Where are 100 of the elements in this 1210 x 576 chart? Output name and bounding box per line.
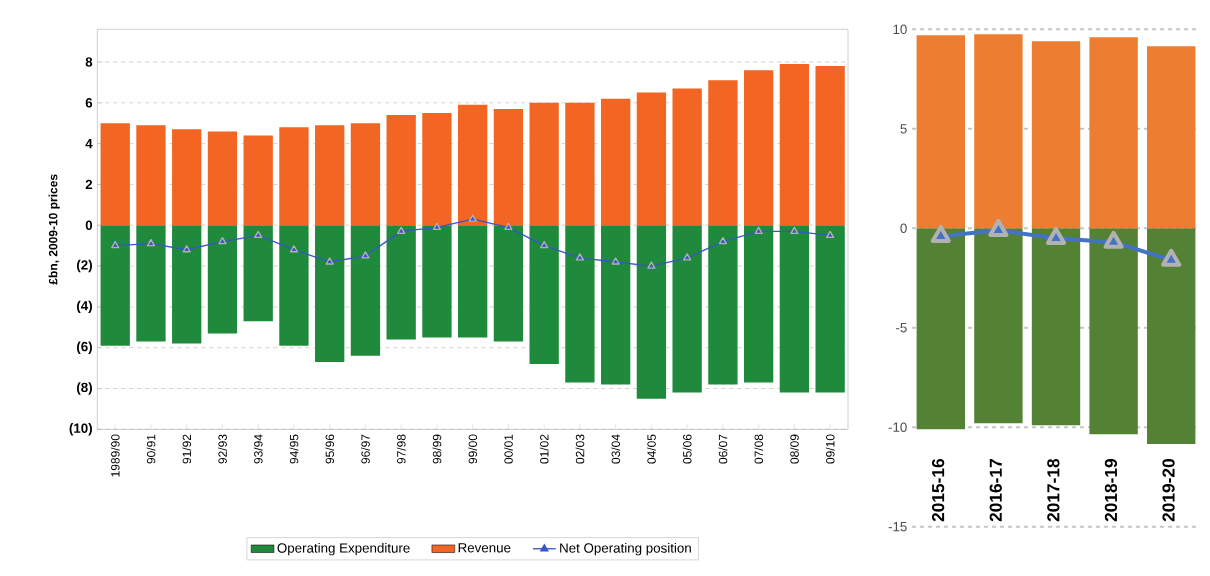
bar bbox=[708, 225, 738, 385]
y-axis-title: £bn, 2009-10 prices bbox=[48, 174, 60, 285]
bar bbox=[672, 88, 702, 226]
bar bbox=[916, 35, 965, 229]
bar bbox=[172, 129, 202, 226]
x-tick-label: 05/06 bbox=[682, 434, 692, 464]
x-tick-label: 02/03 bbox=[575, 434, 585, 464]
point bbox=[988, 218, 1009, 237]
bar bbox=[279, 225, 309, 346]
bar bbox=[743, 70, 774, 226]
x-tick-label: 92/93 bbox=[218, 434, 227, 464]
point bbox=[647, 261, 656, 269]
bar bbox=[386, 225, 416, 340]
bar bbox=[1031, 41, 1081, 229]
bar bbox=[136, 125, 166, 226]
x-tick-label: 97/98 bbox=[396, 434, 406, 464]
point bbox=[361, 251, 370, 259]
y-tick-label: (6) bbox=[77, 341, 92, 354]
point bbox=[575, 253, 585, 261]
bar bbox=[1089, 228, 1138, 435]
bar bbox=[601, 98, 631, 226]
point bbox=[826, 230, 835, 239]
legend-label: Revenue bbox=[458, 543, 511, 553]
x-tick-label: 1989/90 bbox=[110, 434, 120, 477]
x-tick-label: 90/91 bbox=[146, 434, 156, 464]
bar bbox=[422, 225, 452, 338]
bar bbox=[279, 127, 309, 226]
y-tick-label: 0 bbox=[85, 220, 93, 230]
bar bbox=[350, 123, 381, 226]
bar bbox=[350, 225, 381, 356]
bar bbox=[493, 225, 524, 342]
point bbox=[1045, 226, 1067, 245]
point bbox=[182, 245, 191, 253]
bar bbox=[743, 225, 774, 383]
y-tick-label: 4 bbox=[85, 139, 93, 149]
bar bbox=[100, 123, 130, 226]
bar bbox=[636, 92, 667, 226]
point bbox=[1103, 230, 1124, 249]
bar bbox=[1147, 46, 1196, 229]
bar bbox=[243, 135, 273, 226]
bar bbox=[974, 34, 1023, 229]
bar bbox=[815, 66, 845, 226]
point bbox=[111, 240, 120, 249]
x-tick-label: 98/99 bbox=[432, 434, 442, 464]
x-tick-label: 95/96 bbox=[325, 434, 335, 464]
bar bbox=[974, 228, 1023, 424]
point bbox=[718, 236, 728, 245]
x-tick-label: 04/05 bbox=[646, 434, 656, 464]
y-tick-label: 0 bbox=[900, 223, 907, 233]
x-tick-label: 03/04 bbox=[611, 434, 621, 464]
bar bbox=[243, 225, 273, 322]
y-tick-label: (10) bbox=[69, 423, 92, 436]
y-tick-label: 2 bbox=[85, 179, 93, 190]
legend-label: Net Operating position bbox=[560, 542, 691, 556]
point bbox=[504, 222, 513, 230]
point bbox=[540, 240, 549, 249]
bar bbox=[315, 225, 345, 362]
y-tick-label: 5 bbox=[900, 124, 907, 134]
point bbox=[146, 238, 156, 247]
bar bbox=[315, 125, 345, 226]
bar bbox=[458, 104, 488, 226]
bar bbox=[100, 225, 130, 346]
x-tick-label: 06/07 bbox=[718, 434, 728, 464]
point bbox=[254, 230, 263, 239]
bar bbox=[1147, 228, 1196, 445]
bar bbox=[916, 228, 965, 430]
point bbox=[683, 253, 692, 261]
x-tick-label: 94/95 bbox=[289, 434, 299, 464]
point bbox=[218, 236, 227, 245]
bar bbox=[458, 225, 488, 338]
bar bbox=[779, 225, 810, 393]
y-tick-label: -10 bbox=[888, 422, 907, 432]
bar bbox=[708, 80, 738, 226]
point bbox=[1161, 248, 1182, 267]
point bbox=[930, 224, 951, 243]
bar bbox=[422, 113, 452, 226]
x-tick-label: 2015-16 bbox=[932, 458, 945, 522]
x-tick-label: 08/09 bbox=[789, 434, 799, 464]
point bbox=[325, 257, 334, 265]
point bbox=[468, 214, 477, 222]
point bbox=[754, 226, 763, 235]
bar bbox=[1089, 37, 1138, 229]
x-tick-label: 91/92 bbox=[182, 434, 192, 464]
x-tick-label: 2018-19 bbox=[1104, 459, 1118, 522]
y-tick-label: 8 bbox=[85, 57, 93, 67]
bar bbox=[565, 102, 595, 226]
bar bbox=[207, 225, 238, 334]
bar bbox=[529, 102, 559, 226]
point bbox=[397, 226, 406, 235]
x-tick-label: 09/10 bbox=[825, 434, 835, 464]
x-tick-label: 00/01 bbox=[504, 434, 513, 464]
bar bbox=[207, 131, 238, 226]
bar bbox=[493, 108, 524, 226]
x-tick-label: 2017-18 bbox=[1047, 458, 1060, 522]
bar bbox=[1031, 228, 1081, 426]
bar bbox=[136, 225, 166, 342]
bar bbox=[672, 225, 702, 393]
bar bbox=[815, 225, 845, 393]
bar bbox=[636, 225, 667, 399]
bar bbox=[601, 225, 631, 385]
